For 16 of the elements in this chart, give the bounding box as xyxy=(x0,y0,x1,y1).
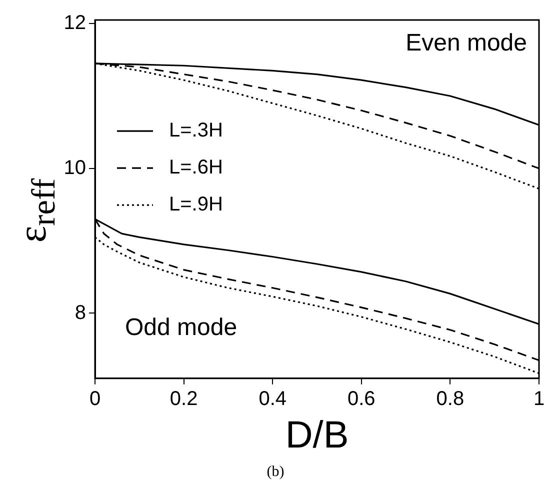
annotation: Odd mode xyxy=(125,314,238,341)
x-tick-label: 0.4 xyxy=(258,388,287,410)
text: (b) xyxy=(266,464,286,481)
x-tick-label: 0.8 xyxy=(436,388,464,410)
x-tick-label: 0.6 xyxy=(347,388,376,410)
legend-label: L=.3H xyxy=(169,120,223,142)
annotation: Even mode xyxy=(406,30,527,57)
x-tick-label: 1 xyxy=(533,388,545,410)
x-tick-label: 0.2 xyxy=(170,388,198,410)
x-axis-title: D/B xyxy=(285,414,349,457)
y-tick-label: 10 xyxy=(64,156,86,179)
x-tick-label: 0 xyxy=(89,388,101,410)
y-tick-label: 8 xyxy=(74,302,86,324)
legend-label: L=.6H xyxy=(169,156,223,179)
y-tick-label: 12 xyxy=(64,12,86,34)
legend-label: L=.9H xyxy=(169,194,223,216)
